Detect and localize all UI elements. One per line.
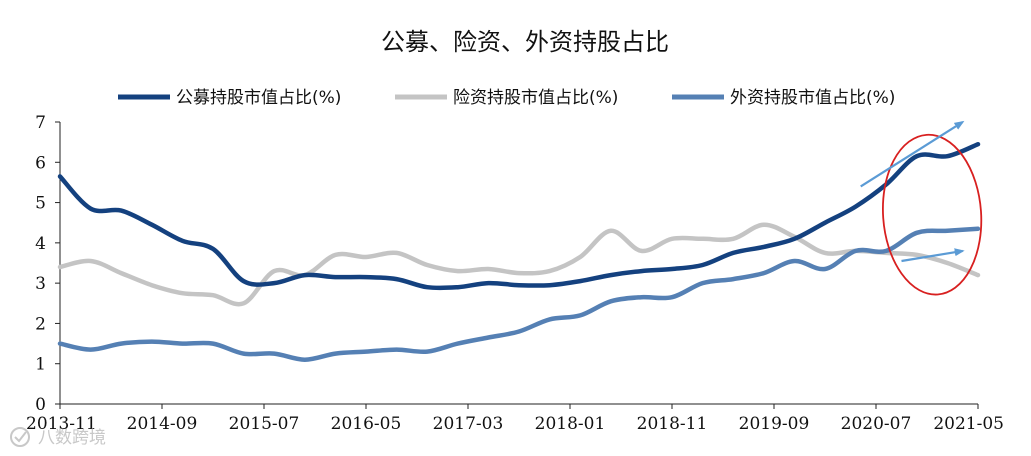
x-tick-label: 2014-09 [127, 414, 198, 434]
x-tick-label: 2016-05 [331, 414, 402, 434]
y-tick-label: 5 [35, 194, 46, 214]
watermark-text: 八数跨境 [38, 428, 106, 448]
chart-title: 公募、险资、外资持股占比 [381, 28, 669, 56]
x-tick-label: 2018-01 [535, 414, 606, 434]
legend-label: 险资持股市值占比(%) [453, 88, 618, 108]
watermark: 八数跨境 [10, 427, 106, 448]
x-tick-label: 2015-07 [229, 414, 300, 434]
series-public-funds-line [57, 141, 981, 291]
annotation-layer [860, 120, 983, 296]
x-tick-label: 2021-05 [933, 414, 1004, 434]
legend-label: 外资持股市值占比(%) [730, 88, 895, 108]
y-tick-label: 4 [35, 234, 46, 254]
series-foreign-capital-line [57, 226, 981, 362]
watermark-logo-icon [10, 427, 30, 447]
x-tick-label: 2013-11 [26, 414, 97, 434]
legend: 公募持股市值占比(%) 险资持股市值占比(%) 外资持股市值占比(%) [118, 88, 895, 108]
y-tick-label: 3 [35, 274, 46, 294]
legend-label: 公募持股市值占比(%) [176, 88, 341, 108]
x-tick-label: 2019-09 [739, 414, 810, 434]
trend-arrow-up [860, 120, 965, 188]
series-layer [57, 141, 981, 362]
y-tick-label: 2 [35, 314, 46, 334]
y-tick-label: 0 [35, 395, 46, 415]
x-tick-label: 2020-07 [841, 414, 912, 434]
x-tick-label: 2017-03 [433, 414, 504, 434]
series-insurance-line [57, 222, 981, 307]
axes: 0 1 2 3 4 5 6 7 2013-11 2014-09 2015-07 2016-05 2017… [26, 113, 1004, 434]
y-tick-label: 1 [35, 355, 46, 375]
x-tick-label: 2018-11 [637, 414, 708, 434]
trend-arrow-flat [901, 248, 965, 263]
y-tick-label: 6 [35, 153, 46, 173]
highlight-ellipse [882, 133, 983, 296]
y-tick-label: 7 [35, 113, 46, 133]
